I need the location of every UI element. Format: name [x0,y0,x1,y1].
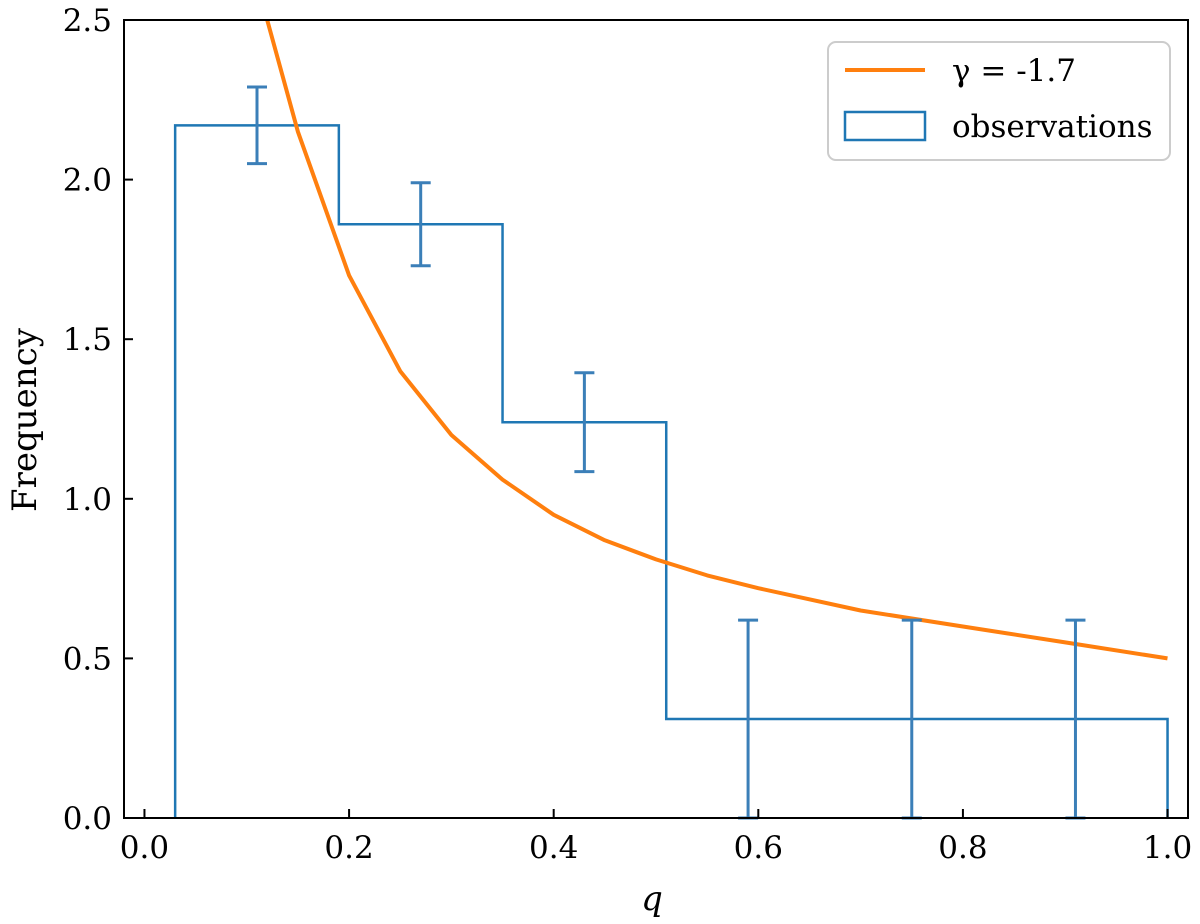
legend: γ = -1.7 observations [827,41,1171,161]
error-bar [247,85,267,166]
axis-ticks: 0.0 0.2 0.4 0.6 0.8 1.0 0.0 0.5 1.0 1.5 2.0 2.5 [63,3,1193,866]
y-tick-label: 0.0 [63,801,112,837]
fit-curve-gamma [265,19,1168,661]
error-bar [410,181,431,268]
y-tick-label: 1.5 [63,322,112,358]
legend-label-observations: observations [952,109,1153,145]
x-tick-label: 0.4 [529,830,578,866]
axes-frame [123,19,1189,819]
y-tick-label: 1.0 [63,482,112,518]
x-tick-label: 0.0 [120,830,169,866]
legend-swatch-box [843,110,927,142]
x-tick-label: 0.8 [938,830,987,866]
y-tick-label: 2.0 [63,163,112,199]
x-tick-label: 0.2 [324,830,373,866]
x-tick-label: 0.6 [734,830,783,866]
histogram-observations [173,124,1169,818]
y-tick-label: 0.5 [63,641,112,677]
legend-label-gamma: γ = -1.7 [952,53,1076,89]
error-bar [574,371,595,474]
y-tick-label: 2.5 [63,3,112,39]
x-axis-title: q [641,879,663,919]
y-axis-title: Frequency [5,327,45,512]
x-tick-label: 1.0 [1143,830,1192,866]
